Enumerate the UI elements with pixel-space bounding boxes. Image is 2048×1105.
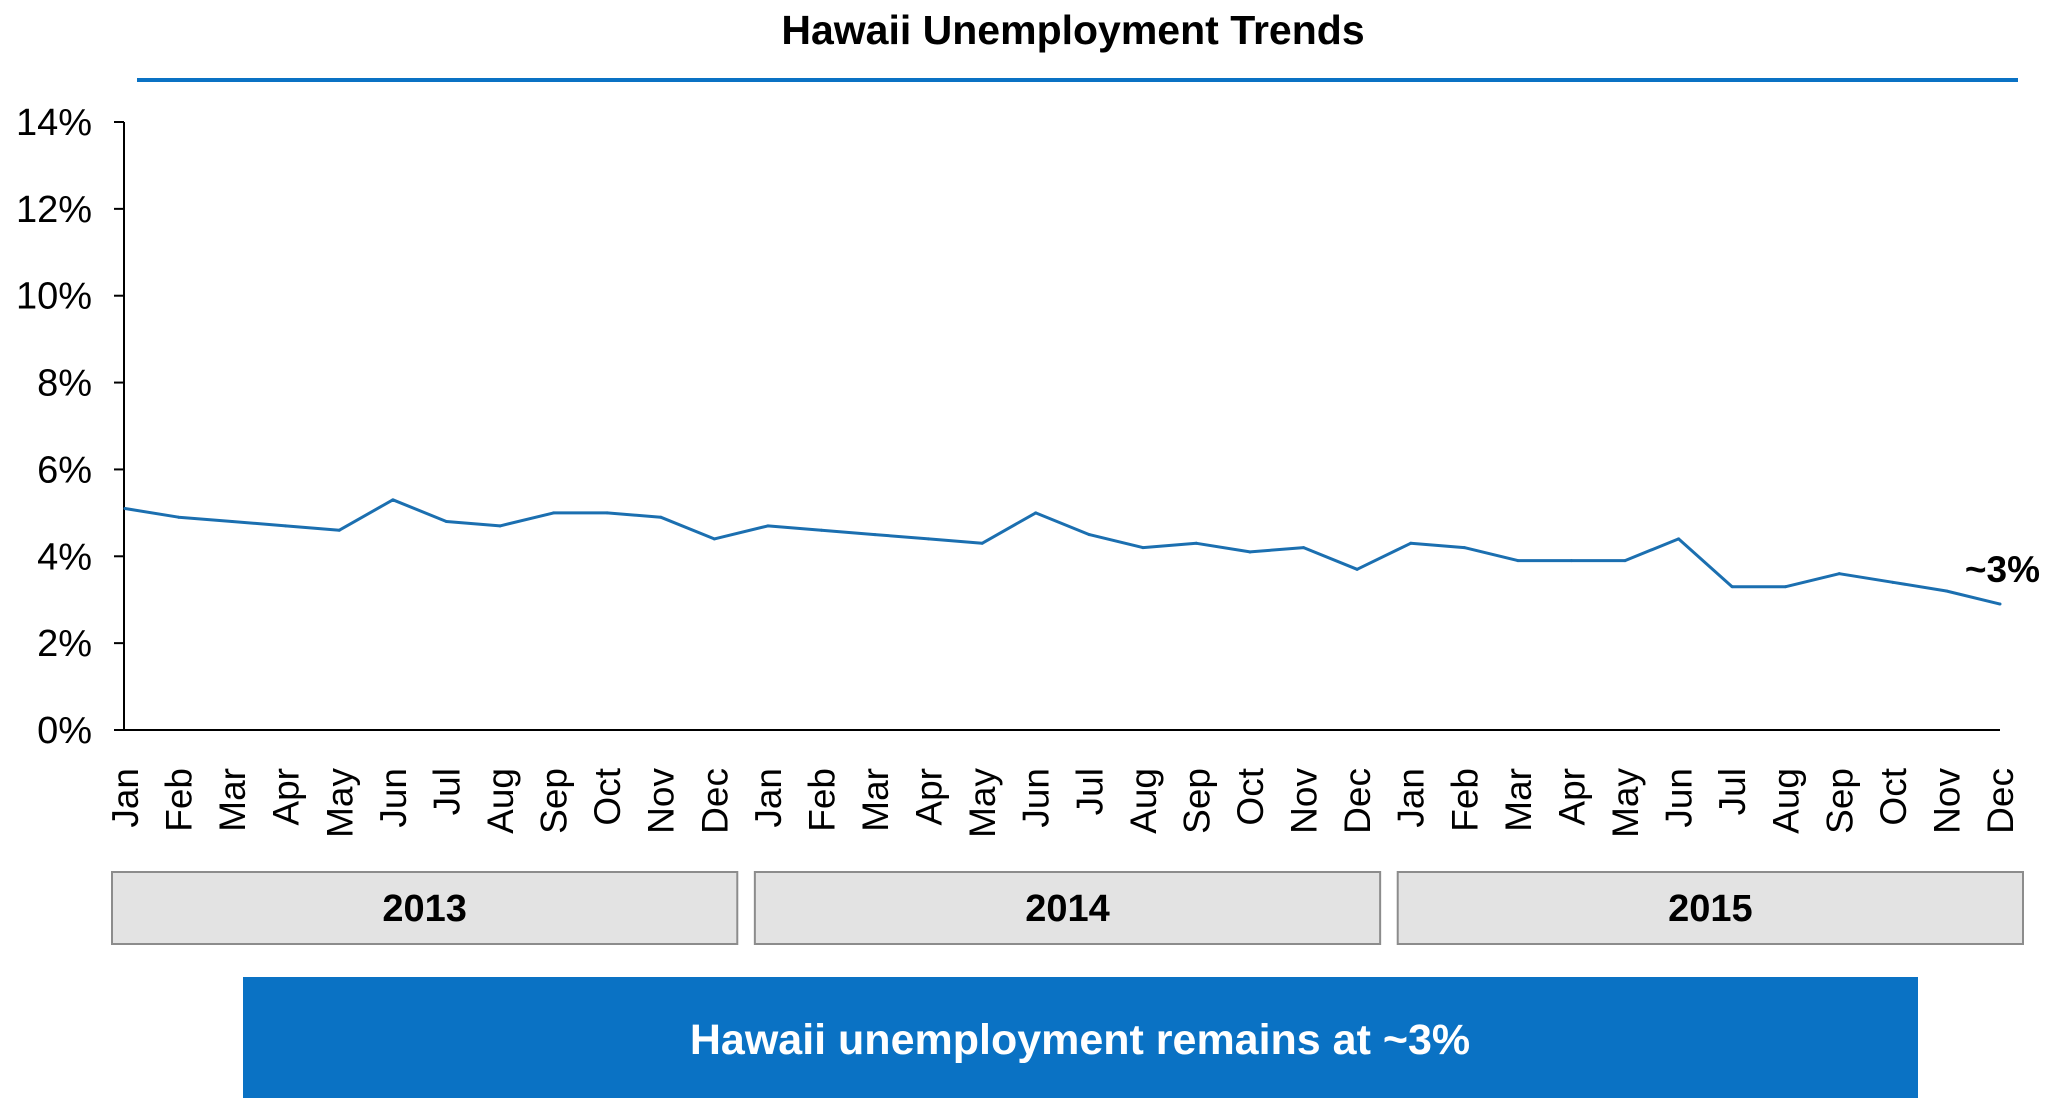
y-tick-label: 0% [37,710,92,752]
data-point [1623,559,1627,563]
x-tick-label: Jun [373,768,414,828]
data-point [659,515,663,519]
year-label: 2013 [382,888,467,930]
data-point [444,520,448,524]
annotation-group: ~3% [1965,549,2040,590]
data-point [1034,511,1038,515]
summary-banner-text: Hawaii unemployment remains at ~3% [690,1016,1470,1064]
data-point [1141,546,1145,550]
data-point [552,511,556,515]
x-tick-label: Mar [212,768,253,832]
x-tick-label: Jan [105,768,146,828]
x-tick-label: Dec [694,768,735,834]
data-point [1891,580,1895,584]
y-tick-label: 8% [37,363,92,405]
data-point [284,524,288,528]
x-tick-label: Nov [1284,768,1325,834]
end-value-annotation: ~3% [1965,549,2040,590]
data-point [337,528,341,532]
data-point [1677,537,1681,541]
data-point [1998,602,2002,606]
year-box [111,871,739,945]
x-tick-label: Aug [480,768,521,834]
x-tick-label: Aug [1123,768,1164,834]
x-tick-label: Jul [1069,768,1110,815]
x-tick-label: Jun [1659,768,1700,828]
x-tick-label: Oct [1873,767,1914,825]
x-tick-label: Oct [587,767,628,825]
data-point [819,528,823,532]
data-point [177,515,181,519]
x-tick-label: May [319,768,360,838]
data-point [1837,572,1841,576]
y-tick-label: 14% [16,102,92,144]
data-point [605,511,609,515]
x-tick-label: Mar [855,768,896,832]
x-tick-label: Oct [1230,767,1271,825]
y-tick-label: 4% [37,536,92,578]
data-point [1944,589,1948,593]
x-tick-label: Dec [1980,768,2021,834]
year-boxes: 2013 2014 2015 [111,871,2024,945]
data-point [980,541,984,545]
x-tick-label: Sep [1176,768,1217,834]
y-axis: 0% 2% 4% 6% 8% 10% 12% 14% [16,102,125,752]
data-point [1784,585,1788,589]
data-point [1409,541,1413,545]
x-tick-label: Apr [1551,768,1592,826]
x-tick-label: May [962,768,1003,838]
data-point [1569,559,1573,563]
series-group [123,498,2002,606]
year-box [1396,871,2024,945]
data-point [1730,585,1734,589]
data-point [873,533,877,537]
x-tick-label: Jan [748,768,789,828]
x-tick-label: Aug [1766,768,1807,834]
x-tick-label: Nov [641,768,682,834]
x-tick-label: Jan [1391,768,1432,828]
x-tick-label: Feb [159,768,200,832]
x-tick-label: Apr [266,768,307,826]
x-tick-label: Dec [1337,768,1378,834]
x-tick-label: Sep [1819,768,1860,834]
y-tick-label: 6% [37,449,92,491]
series-line [124,498,2001,606]
y-tick-label: 10% [16,276,92,318]
data-point [498,524,502,528]
data-point [391,498,395,502]
data-point [1087,533,1091,537]
x-tick-label: Jul [426,768,467,815]
data-point [712,537,716,541]
x-tick-label: Jun [1016,768,1057,828]
data-point [766,524,770,528]
data-point [1462,546,1466,550]
x-axis: Jan Feb Mar Apr May Jun Jul Aug Sep Oct Nov Dec Jan F… [105,729,2021,838]
x-tick-label: Nov [1926,768,1967,834]
year-box [753,871,1382,945]
summary-banner [243,977,1918,1098]
x-tick-label: Sep [534,768,575,834]
data-point [927,537,931,541]
x-tick-label: Jul [1712,768,1753,815]
y-tick-label: 12% [16,189,92,231]
year-label: 2015 [1668,888,1753,930]
data-point [1302,546,1306,550]
x-tick-label: Mar [1498,768,1539,832]
data-point [123,507,127,511]
y-tick-label: 2% [37,623,92,665]
year-label: 2014 [1025,888,1110,930]
chart-title: Hawaii Unemployment Trends [781,7,1364,53]
data-point [1355,567,1359,571]
data-point [1248,550,1252,554]
x-tick-label: Feb [1444,768,1485,832]
data-point [230,520,234,524]
x-tick-label: May [1605,768,1646,838]
x-tick-label: Apr [909,768,950,826]
data-point [1516,559,1520,563]
data-point [1194,541,1198,545]
x-tick-label: Feb [801,768,842,832]
